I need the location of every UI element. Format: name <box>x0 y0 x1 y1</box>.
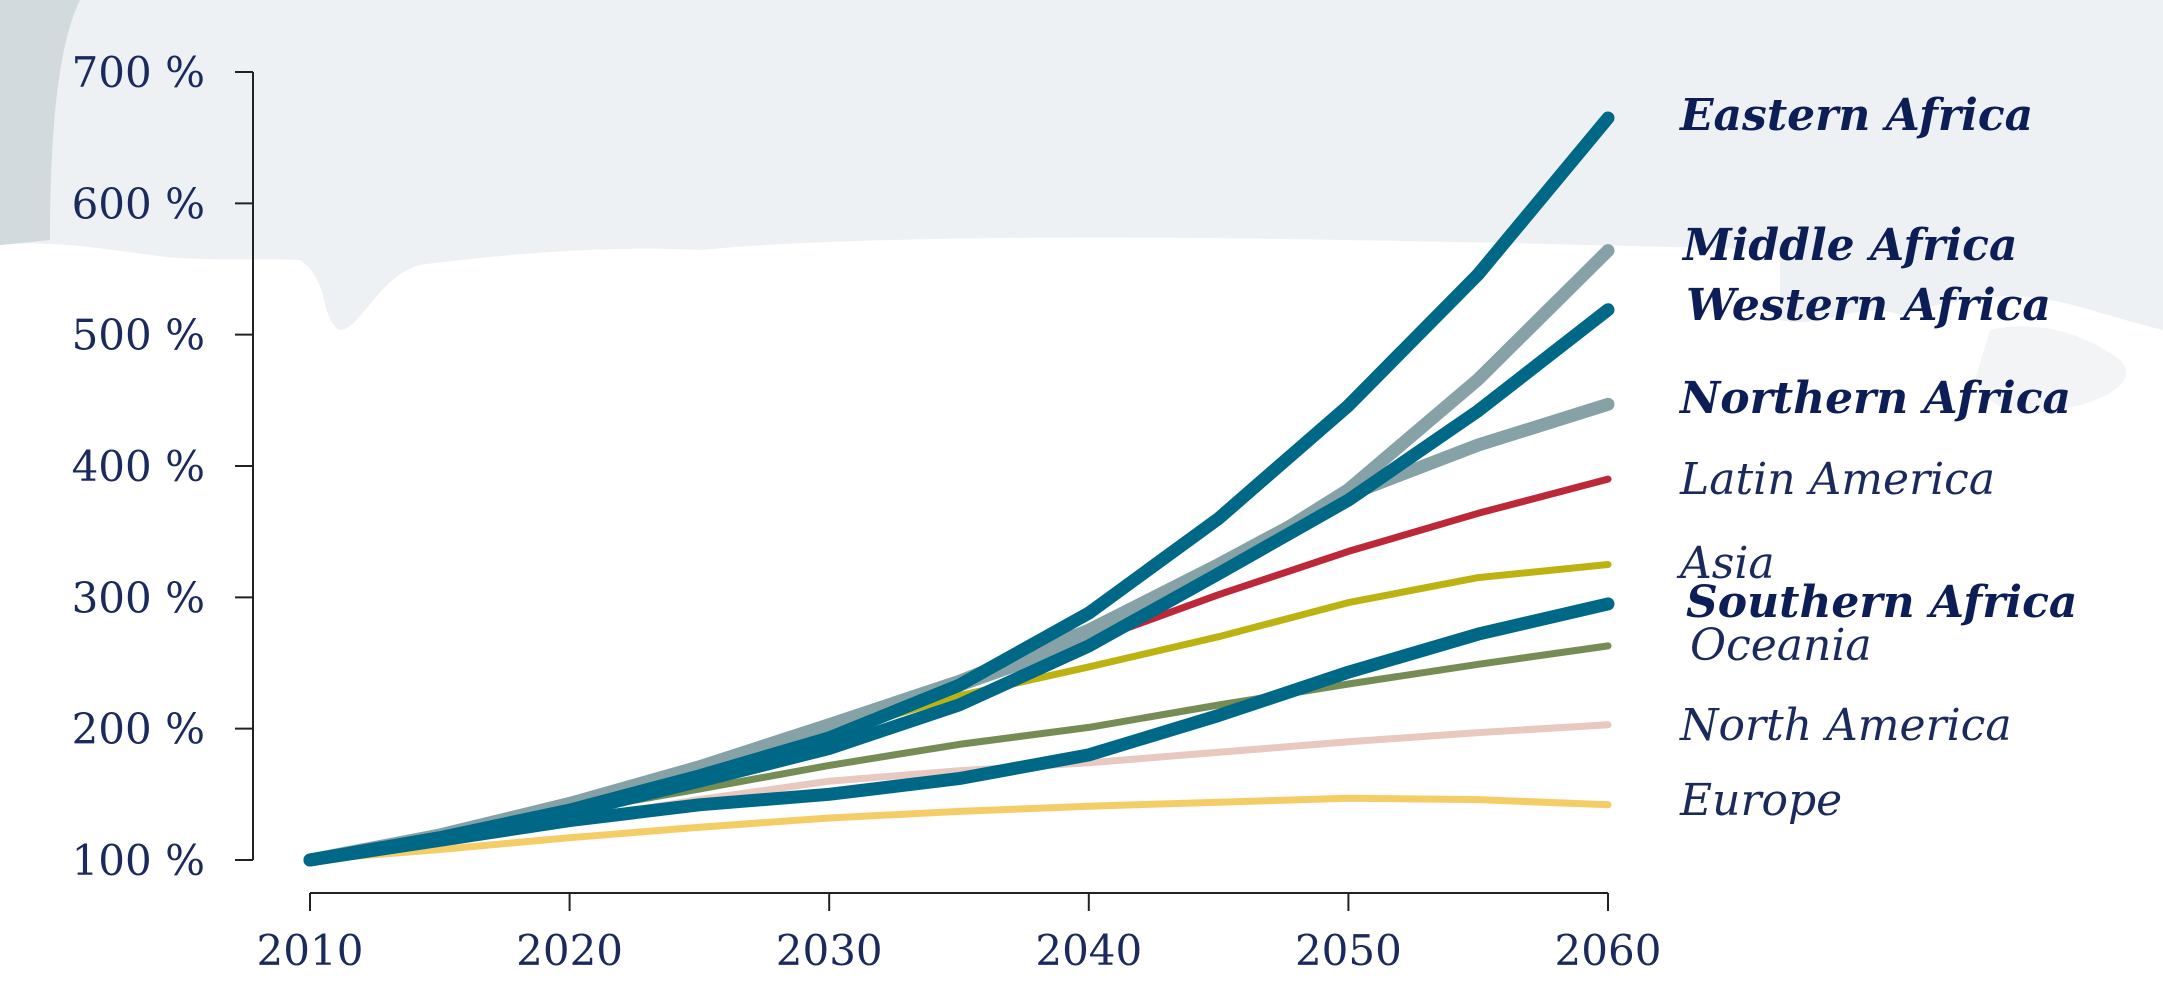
series-line-northern-africa <box>303 397 1615 867</box>
series-label-oceania: Oceania <box>1690 620 1872 671</box>
y-tick-label: 500 % <box>72 311 205 360</box>
y-tick-label: 600 % <box>72 179 205 228</box>
x-tick-label: 2010 <box>257 926 364 975</box>
x-tick-label: 2060 <box>1555 926 1662 975</box>
x-tick-label: 2020 <box>516 926 623 975</box>
series-label-north-america: North America <box>1679 700 2012 751</box>
y-tick-label: 700 % <box>72 48 205 97</box>
series-line-latin-america <box>306 475 1612 864</box>
series-labels: Europe North America Oceania Asia Latin Amer… <box>1676 90 2077 826</box>
series-label-latin-america: Latin America <box>1679 454 1995 505</box>
series-label-northern-africa: Northern Africa <box>1678 373 2071 424</box>
y-tick-label: 400 % <box>72 442 205 491</box>
x-tick-label: 2050 <box>1295 926 1402 975</box>
series-layer <box>303 111 1615 867</box>
series-label-middle-africa: Middle Africa <box>1681 220 2017 271</box>
series-label-asia: Asia <box>1676 538 1775 589</box>
y-tick-label: 300 % <box>72 573 205 622</box>
background-right-patch <box>1975 326 2127 413</box>
series-label-europe: Europe <box>1679 775 1842 826</box>
series-label-eastern-africa: Eastern Africa <box>1678 90 2033 141</box>
y-tick-label: 100 % <box>72 836 205 885</box>
background-left-strip <box>0 0 80 245</box>
series-line-southern-africa <box>303 597 1615 867</box>
series-label-southern-africa: Southern Africa <box>1686 577 2077 628</box>
axes: 100 % 200 % 300 % 400 % 500 % 600 % 700 % 2010 2… <box>72 48 1662 975</box>
x-tick-label: 2040 <box>1035 926 1142 975</box>
x-tick-label: 2030 <box>776 926 883 975</box>
series-line-europe <box>306 794 1612 864</box>
y-tick-label: 200 % <box>72 705 205 754</box>
series-line-eastern-africa <box>303 111 1615 867</box>
background-panel <box>0 0 2163 330</box>
background-decoration <box>0 0 2163 413</box>
series-label-western-africa: Western Africa <box>1686 280 2051 331</box>
